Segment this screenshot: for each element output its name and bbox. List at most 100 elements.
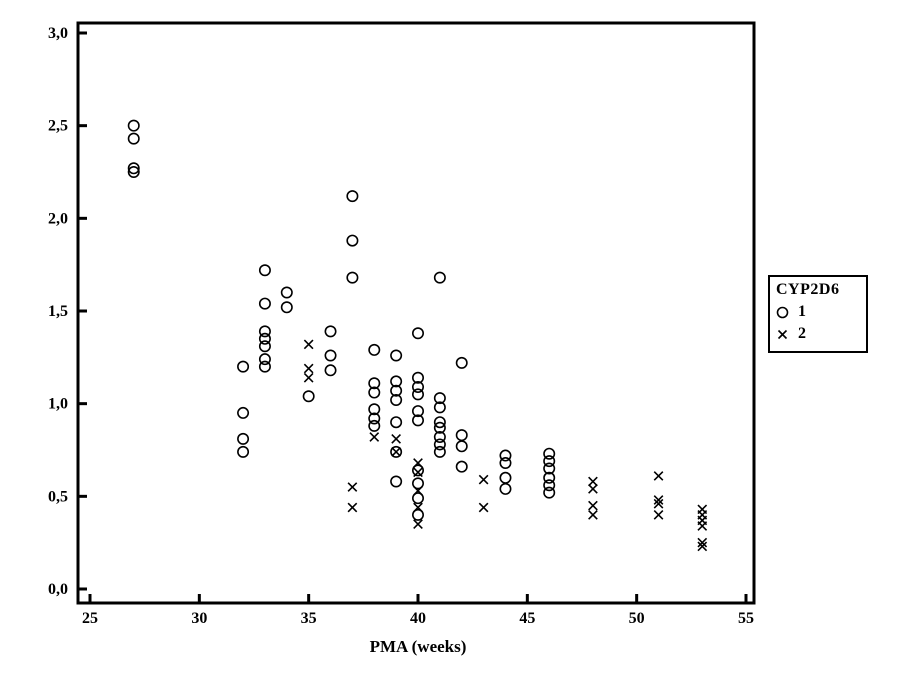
data-point-circle: [258, 325, 271, 338]
data-point-circle: [543, 455, 556, 468]
data-point-circle: [433, 445, 446, 458]
data-point-circle: [258, 297, 271, 310]
data-point-circle: [543, 486, 556, 499]
legend-entry-label: 1: [798, 303, 806, 320]
data-point-circle: [499, 482, 512, 495]
legend-entry-1: 1: [776, 301, 860, 323]
data-point-circle: [455, 460, 468, 473]
data-point-x: [478, 502, 489, 513]
data-point-x: [588, 500, 598, 511]
data-point-circle: [258, 340, 271, 353]
data-point-circle: [258, 264, 271, 277]
data-point-circle: [411, 464, 424, 477]
data-point-circle: [433, 392, 446, 405]
data-point-x: [369, 432, 380, 442]
x-tick-label: 45: [519, 610, 535, 627]
data-point-x: [588, 510, 598, 520]
data-point-circle: [237, 406, 250, 419]
data-point-circle: [346, 271, 359, 284]
x-tick-label: 50: [629, 610, 645, 627]
data-point-circle: [411, 380, 424, 393]
data-point-circle: [543, 447, 556, 460]
data-point-circle: [280, 286, 293, 299]
data-point-circle: [411, 405, 424, 418]
data-point-circle: [346, 190, 359, 203]
data-point-x: [653, 498, 664, 509]
data-point-circle: [324, 349, 337, 362]
data-point-circle: [390, 393, 403, 406]
data-point-x: [347, 482, 358, 492]
y-tick-label: 0,0: [48, 581, 68, 598]
data-point-x: [588, 484, 598, 494]
data-point-circle: [390, 349, 403, 362]
data-point-circle: [433, 416, 446, 429]
plot-border: [76, 21, 756, 605]
data-point-circle: [411, 327, 424, 340]
data-point-circle: [390, 475, 403, 488]
data-point-x: [478, 474, 489, 485]
data-point-x: [303, 372, 314, 383]
x-marker-icon: [777, 329, 788, 339]
y-tick-label: 2,5: [48, 118, 68, 135]
data-point-circle: [499, 456, 512, 469]
data-point-circle: [368, 419, 381, 432]
data-point-circle: [324, 364, 337, 377]
data-point-x: [391, 446, 401, 457]
x-tick-label: 25: [82, 610, 98, 627]
data-point-circle: [433, 271, 446, 284]
data-point-circle: [543, 471, 556, 484]
data-point-circle: [499, 449, 512, 462]
data-point-circle: [543, 462, 556, 475]
data-point-x: [413, 467, 423, 478]
data-point-x: [303, 363, 314, 374]
data-point-circle: [433, 431, 446, 444]
legend-box: CYP2D6 1 2: [768, 275, 868, 353]
data-point-circle: [411, 388, 424, 401]
data-point-x: [697, 521, 708, 531]
data-point-circle: [127, 166, 140, 179]
data-point-circle: [433, 438, 446, 451]
data-point-circle: [411, 414, 424, 427]
data-point-circle: [346, 234, 359, 247]
data-point-circle: [368, 403, 381, 416]
circle-marker-icon: [776, 306, 789, 318]
data-point-circle: [127, 132, 140, 145]
data-point-circle: [324, 325, 337, 338]
data-point-circle: [433, 421, 446, 434]
x-tick-label: 30: [191, 610, 207, 627]
y-tick-label: 2,0: [48, 210, 68, 227]
data-point-circle: [411, 477, 424, 490]
data-point-x: [653, 495, 664, 505]
data-point-circle: [455, 429, 468, 442]
data-point-x: [697, 541, 708, 552]
data-point-circle: [411, 508, 424, 521]
data-point-x: [588, 476, 598, 487]
data-point-circle: [543, 479, 556, 492]
data-point-circle: [258, 360, 271, 373]
y-tick-label: 1,0: [48, 396, 68, 413]
data-point-x: [413, 519, 423, 529]
x-tick-label: 55: [738, 610, 754, 627]
data-point-circle: [237, 445, 250, 458]
legend-entry-label: 2: [798, 325, 806, 342]
data-point-circle: [237, 432, 250, 445]
y-tick-label: 1,5: [48, 303, 68, 320]
data-point-circle: [368, 377, 381, 390]
data-point-x: [391, 434, 401, 444]
x-tick-label: 40: [410, 610, 426, 627]
data-point-circle: [368, 412, 381, 425]
data-point-x: [653, 510, 664, 520]
y-tick-label: 3,0: [48, 25, 68, 42]
data-point-x: [303, 339, 314, 350]
data-point-circle: [258, 332, 271, 345]
data-point-circle: [127, 119, 140, 132]
data-point-x: [653, 471, 664, 481]
data-point-circle: [237, 360, 250, 373]
data-point-circle: [280, 301, 293, 314]
data-point-circle: [455, 440, 468, 453]
data-point-circle: [411, 492, 424, 505]
data-point-circle: [433, 401, 446, 414]
data-point-circle: [411, 371, 424, 384]
